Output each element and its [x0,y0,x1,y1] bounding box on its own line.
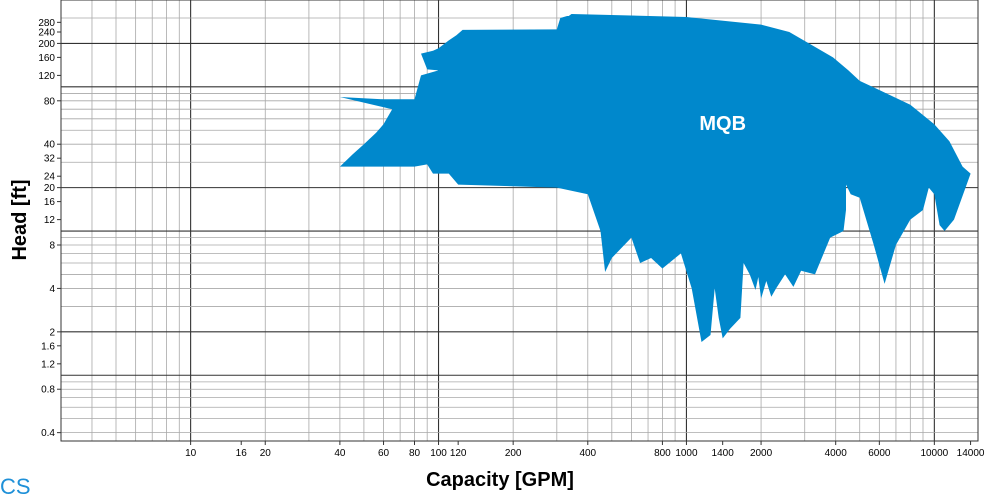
y-tick-label: 12 [44,215,56,226]
x-tick-label: 4000 [825,448,848,459]
x-tick-label: 100 [430,448,447,459]
x-axis-ticks: 10 16 20 40 60 80 100 120 200 400 800 1000 1400 2000 4… [185,441,985,459]
y-tick-label: 120 [38,71,55,82]
y-tick-label: 240 [38,27,55,38]
y-tick-label: 24 [44,172,56,183]
y-tick-label: 16 [44,197,56,208]
y-tick-label: 32 [44,154,56,165]
x-tick-label: 80 [409,448,421,459]
y-tick-label: 280 [38,18,55,29]
y-tick-label: 80 [44,96,56,107]
x-tick-label: 1000 [675,448,698,459]
y-tick-label: 0.8 [41,385,55,396]
series-label: MQB [699,113,746,135]
coverage-regions [339,14,971,342]
x-axis-title: Capacity [GPM] [426,469,574,491]
y-tick-label: 0.4 [41,428,55,439]
y-tick-label: 1.6 [41,341,55,352]
x-tick-label: 1400 [712,448,735,459]
y-tick-label: 40 [44,140,56,151]
x-tick-label: 200 [505,448,522,459]
series-region-mqb [339,14,971,342]
y-axis-ticks: 0.40.81.21.62481216202432408012016020024… [38,18,61,439]
y-tick-label: 8 [49,241,55,252]
x-tick-label: 120 [450,448,467,459]
x-tick-label: 40 [334,448,346,459]
x-tick-label: 800 [654,448,671,459]
plot-frame [60,0,979,442]
x-tick-label: 2000 [750,448,773,459]
y-tick-label: 200 [38,39,55,50]
x-tick-label: 10000 [920,448,948,459]
y-tick-label: 160 [38,53,55,64]
y-tick-label: 4 [49,284,55,295]
plot-border [60,0,979,442]
y-axis-title: Head [ft] [9,179,31,260]
x-tick-label: 6000 [868,448,891,459]
x-tick-label: 20 [260,448,272,459]
x-tick-label: 16 [236,448,248,459]
y-tick-label: 20 [44,183,56,194]
corner-partial-text: CS [0,474,31,496]
x-tick-label: 14000 [957,448,985,459]
x-tick-label: 60 [378,448,390,459]
y-tick-label: 1.2 [41,359,55,370]
y-tick-label: 2 [49,327,55,338]
grid-lines [60,0,978,441]
x-tick-label: 10 [185,448,197,459]
x-tick-label: 400 [579,448,596,459]
